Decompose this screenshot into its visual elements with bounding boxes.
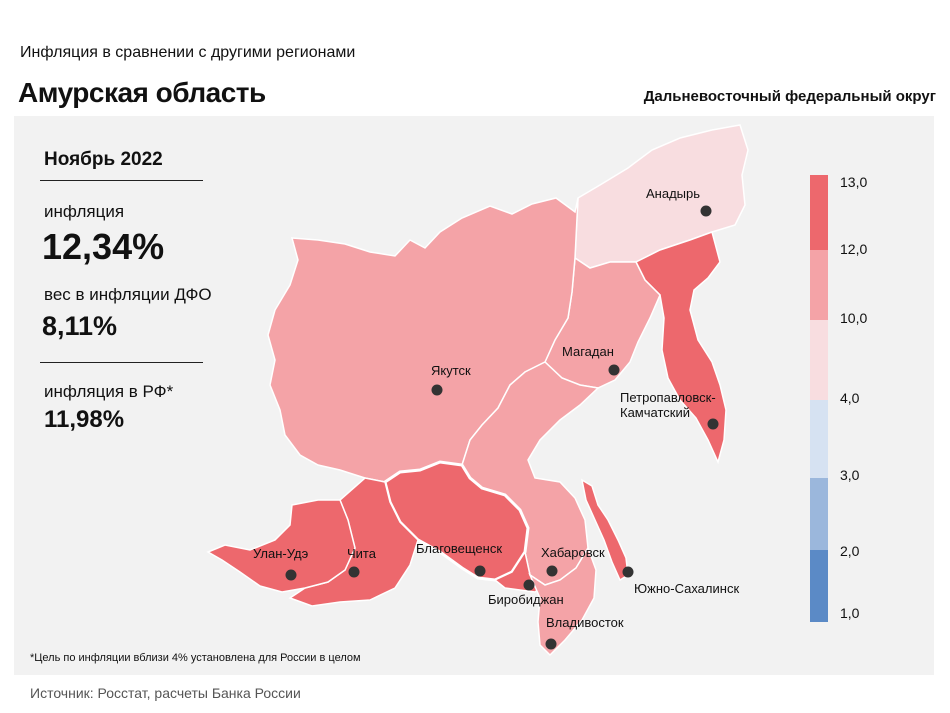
district-label: Дальневосточный федеральный округ — [643, 88, 936, 105]
inflation-value: 12,34% — [42, 226, 165, 267]
page-title: Амурская область — [18, 77, 266, 108]
city-label-petropavlovsk-1: Петропавловск- — [620, 390, 716, 405]
legend-tick: 13,0 — [840, 174, 867, 190]
legend-bin-3-4 — [810, 400, 828, 478]
city-label-chita: Чита — [347, 546, 377, 561]
city-label-yuzhno-sakhalinsk: Южно-Сахалинск — [634, 581, 739, 596]
weight-value: 8,11% — [42, 311, 118, 341]
legend-tick: 3,0 — [840, 467, 860, 483]
legend-bin-10-12 — [810, 250, 828, 320]
city-label-anadyr: Анадырь — [646, 186, 700, 201]
city-label-blagoveshchensk: Благовещенск — [416, 541, 502, 556]
legend-bin-4-10 — [810, 320, 828, 400]
divider — [40, 362, 203, 363]
divider — [40, 180, 203, 181]
rf-inflation-label: инфляция в РФ* — [44, 382, 174, 401]
source-note: Источник: Росстат, расчеты Банка России — [30, 685, 301, 701]
city-marker-magadan — [608, 364, 620, 376]
city-label-yakutsk: Якутск — [431, 363, 471, 378]
city-marker-blagoveshchensk — [474, 565, 486, 577]
legend-bin-1-2 — [810, 550, 828, 622]
footnote: *Цель по инфляции вблизи 4% установлена … — [30, 652, 361, 664]
region-amur — [383, 460, 530, 582]
weight-label: вес в инфляции ДФО — [44, 285, 212, 304]
city-label-khabarovsk: Хабаровск — [541, 545, 605, 560]
city-label-birobidzhan: Биробиджан — [488, 592, 564, 607]
city-marker-khabarovsk — [546, 565, 558, 577]
city-markers — [285, 205, 719, 650]
region-buryatia — [206, 499, 356, 593]
period-label: Ноябрь 2022 — [44, 149, 163, 170]
legend-tick: 12,0 — [840, 241, 867, 257]
city-marker-ulan-ude — [285, 569, 297, 581]
legend-tick: 10,0 — [840, 310, 867, 326]
legend-bin-2-3 — [810, 478, 828, 550]
color-legend: 13,0 12,0 10,0 4,0 3,0 2,0 1,0 — [810, 174, 867, 622]
legend-tick: 4,0 — [840, 390, 860, 406]
city-marker-yuzhno-sakhalinsk — [622, 566, 634, 578]
region-kamchatka — [634, 231, 727, 465]
city-label-petropavlovsk-2: Камчатский — [620, 405, 690, 420]
city-marker-petropavlovsk — [707, 418, 719, 430]
city-label-vladivostok: Владивосток — [546, 615, 624, 630]
city-marker-yakutsk — [431, 384, 443, 396]
legend-bin-12-13 — [810, 175, 828, 250]
city-label-ulan-ude: Улан-Удэ — [253, 546, 309, 561]
city-marker-birobidzhan — [523, 579, 535, 591]
inflation-label: инфляция — [44, 202, 125, 221]
city-marker-vladivostok — [545, 638, 557, 650]
city-label-magadan: Магадан — [562, 344, 614, 359]
legend-tick: 1,0 — [840, 605, 860, 621]
region-primorye — [528, 546, 597, 657]
page-subtitle: Инфляция в сравнении с другими регионами — [20, 44, 356, 61]
rf-inflation-value: 11,98% — [44, 406, 125, 433]
city-marker-anadyr — [700, 205, 712, 217]
city-marker-chita — [348, 566, 360, 578]
legend-tick: 2,0 — [840, 543, 860, 559]
